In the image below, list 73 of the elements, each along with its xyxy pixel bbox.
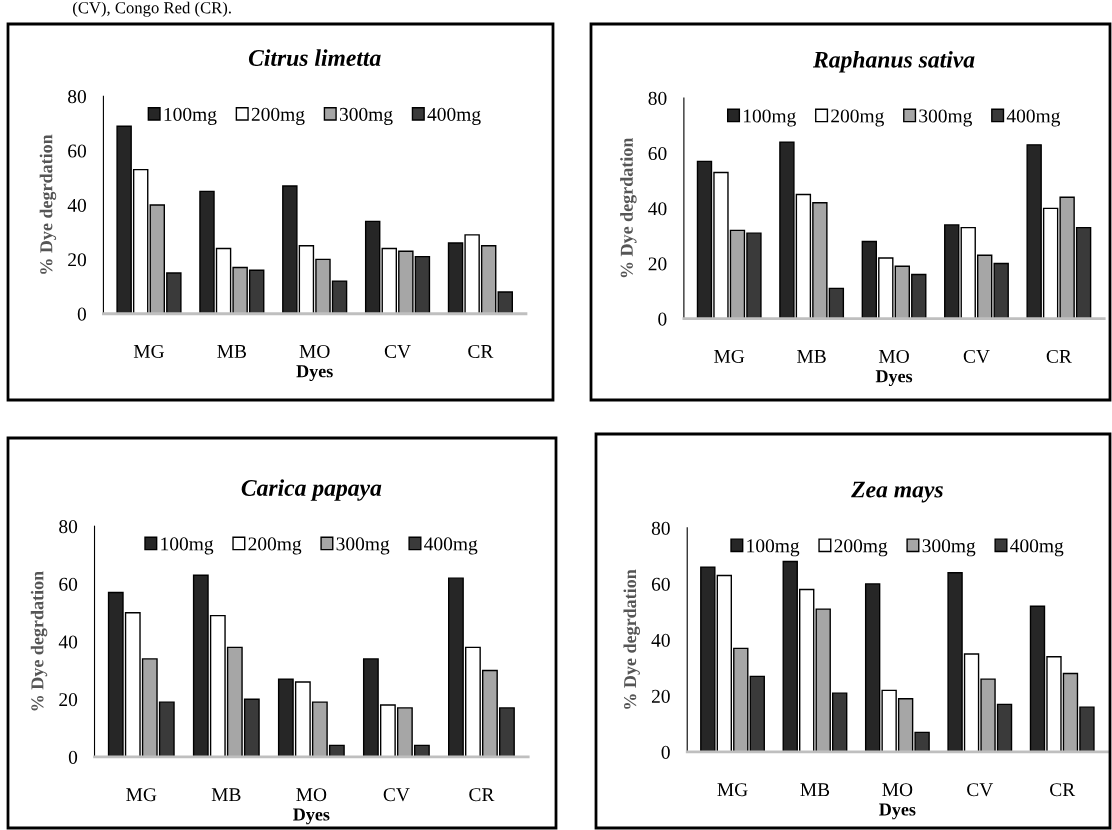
bar xyxy=(497,291,513,314)
x-tick-label: CV xyxy=(383,788,410,802)
y-tick-label: 20 xyxy=(648,257,667,271)
y-tick-label: 20 xyxy=(68,253,87,267)
x-axis-title: Dyes xyxy=(875,370,913,387)
y-tick-label: 20 xyxy=(651,689,670,703)
legend-label: 200mg xyxy=(834,539,888,557)
y-axis-title: % Dye degrdation xyxy=(620,137,637,278)
legend-label: 400mg xyxy=(427,107,481,125)
legend-label: 300mg xyxy=(339,107,393,125)
legend-label: 300mg xyxy=(919,109,972,127)
x-axis-title: Dyes xyxy=(293,808,330,825)
y-tick-label: 40 xyxy=(67,198,87,212)
x-tick-label: MB xyxy=(211,788,241,802)
y-tick-label: 80 xyxy=(651,521,670,535)
y-tick-label: 60 xyxy=(59,577,78,591)
x-tick-label: MG xyxy=(717,783,748,797)
chart-title: Raphanus sativa xyxy=(812,51,975,73)
bar xyxy=(749,675,765,752)
x-tick-label: CV xyxy=(967,783,994,797)
x-tick-label: CV xyxy=(384,344,411,359)
y-axis-title: % Dye degrdation xyxy=(39,134,57,274)
y-tick-label: 80 xyxy=(59,520,78,534)
legend-label: 200mg xyxy=(831,109,884,127)
y-tick-label: 40 xyxy=(651,633,670,647)
legend-label: 300mg xyxy=(922,539,976,557)
y-tick-label: 0 xyxy=(661,745,670,759)
x-tick-label: MB xyxy=(797,350,826,363)
x-tick-label: MO xyxy=(296,788,327,802)
legend-label: 100mg xyxy=(743,109,796,127)
chart-title: Zea mays xyxy=(851,481,943,503)
y-tick-label: 0 xyxy=(68,750,78,764)
y-tick-label: 0 xyxy=(658,312,667,326)
legend-label: 200mg xyxy=(251,107,305,125)
x-tick-label: MG xyxy=(126,788,157,802)
y-tick-label: 60 xyxy=(68,144,87,158)
y-axis-title: % Dye degrdation xyxy=(30,571,48,711)
y-tick-label: 40 xyxy=(648,202,667,216)
bar xyxy=(364,220,381,314)
legend-label: 100mg xyxy=(747,539,800,557)
legend-label: 100mg xyxy=(164,107,217,125)
legend-label: 300mg xyxy=(336,537,390,555)
y-tick-label: 60 xyxy=(651,577,670,591)
x-tick-label: MB xyxy=(800,783,830,797)
chart-title: Citrus limetta xyxy=(248,49,381,66)
x-tick-label: CR xyxy=(468,344,494,358)
y-tick-label: 40 xyxy=(58,635,78,649)
y-tick-label: 80 xyxy=(68,90,87,104)
text: (CV), Congo Red (CR). xyxy=(73,1,231,17)
legend-label: 400mg xyxy=(424,537,478,555)
legend-label: 400mg xyxy=(1010,539,1064,557)
y-tick-label: 60 xyxy=(648,146,667,161)
x-tick-label: CV xyxy=(963,349,990,364)
legend-label: 200mg xyxy=(248,537,302,555)
x-tick-label: MG xyxy=(714,349,745,363)
legend-label: 100mg xyxy=(161,537,214,555)
x-tick-label: CR xyxy=(1046,349,1072,363)
x-tick-label: CR xyxy=(469,788,495,802)
x-axis-title: Dyes xyxy=(879,803,916,820)
y-tick-label: 80 xyxy=(648,91,667,105)
x-tick-label: CR xyxy=(1050,783,1076,797)
x-tick-label: MO xyxy=(299,344,330,358)
x-tick-label: MB xyxy=(217,345,247,358)
x-tick-label: MG xyxy=(133,344,165,358)
y-tick-label: 20 xyxy=(59,693,78,707)
bar xyxy=(944,224,960,319)
x-tick-label: MO xyxy=(882,783,913,797)
chart-title: Carica papaya xyxy=(241,479,382,501)
y-axis-title: % Dye degrdation xyxy=(623,569,640,709)
x-axis-title: Dyes xyxy=(296,365,333,382)
x-tick-label: MO xyxy=(878,349,909,363)
y-tick-label: 0 xyxy=(77,307,87,321)
legend-label: 400mg xyxy=(1006,109,1061,127)
